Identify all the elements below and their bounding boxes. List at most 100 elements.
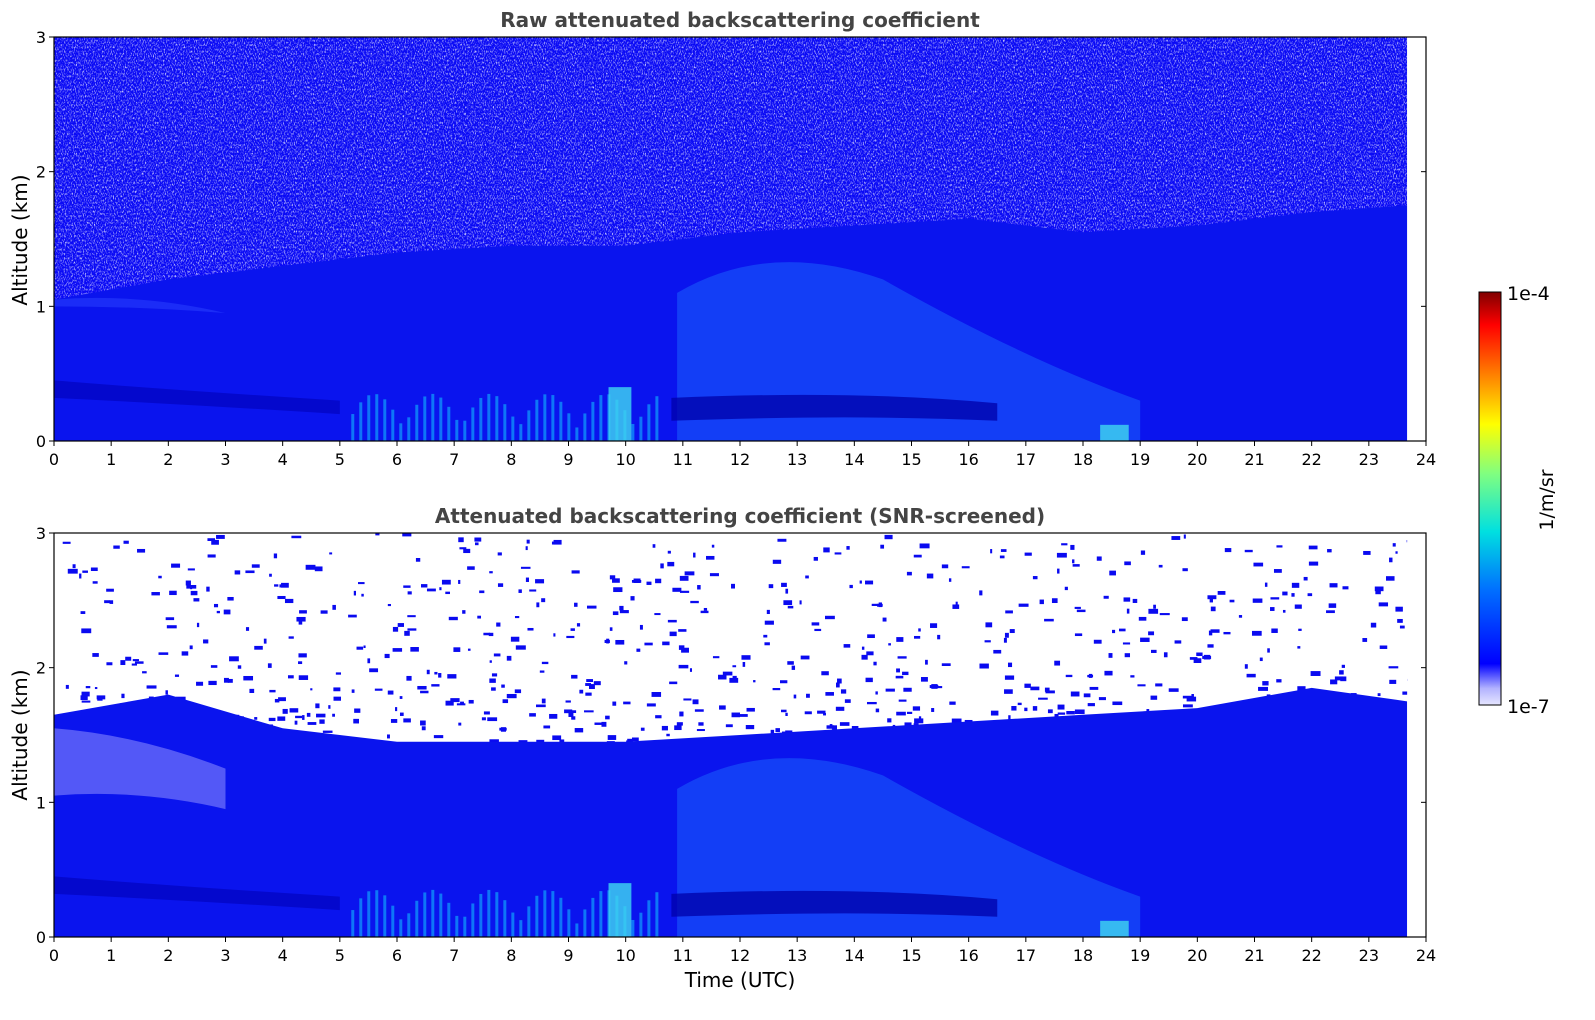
noise-speck	[113, 545, 120, 549]
noise-speck	[1397, 618, 1403, 623]
noise-speck	[1186, 696, 1197, 702]
noise-speck	[709, 573, 719, 577]
noise-speck	[1044, 687, 1050, 692]
noise-speck	[711, 544, 715, 548]
noise-speck	[1392, 543, 1396, 547]
noise-speck	[1203, 654, 1211, 660]
x-tick-label: 11	[673, 450, 693, 469]
noise-speck	[90, 567, 98, 572]
x-tick-label: 5	[335, 946, 345, 965]
noise-speck	[913, 554, 922, 558]
noise-speck	[669, 681, 678, 685]
noise-speck	[799, 600, 802, 605]
noise-speck	[867, 634, 875, 639]
surface-plume	[415, 404, 419, 441]
noise-speck	[1132, 598, 1138, 603]
x-tick-label: 10	[615, 946, 635, 965]
surface-plume	[351, 910, 355, 937]
noise-speck	[817, 710, 826, 714]
noise-speck	[1270, 607, 1275, 611]
noise-speck	[227, 596, 234, 601]
surface-plume	[383, 399, 387, 441]
noise-speck	[274, 698, 280, 703]
noise-speck	[985, 622, 993, 628]
noise-speck	[920, 677, 928, 682]
surface-plume	[527, 410, 531, 441]
noise-speck	[951, 718, 962, 723]
noise-speck	[491, 673, 498, 677]
noise-speck	[566, 635, 575, 639]
colorbar: 1e-4 1e-7 1/m/sr	[1478, 283, 1558, 718]
noise-speck	[369, 668, 379, 673]
noise-speck	[1259, 657, 1263, 662]
noise-speck	[1181, 617, 1188, 622]
noise-speck	[460, 701, 464, 705]
noise-speck	[805, 575, 809, 579]
noise-speck	[453, 647, 461, 652]
noise-speck	[489, 678, 496, 683]
noise-speck	[527, 627, 534, 631]
noise-speck	[1159, 613, 1170, 616]
noise-speck	[1395, 551, 1398, 554]
noise-speck	[407, 591, 412, 595]
noise-speck	[875, 691, 878, 695]
x-axis-label: Time (UTC)	[684, 968, 796, 992]
noise-speck	[316, 713, 326, 718]
surface-plume	[383, 895, 387, 937]
noise-speck	[1072, 559, 1075, 564]
noise-speck	[689, 668, 693, 672]
noise-speck	[462, 610, 466, 614]
noise-speck	[785, 588, 789, 594]
noise-speck	[866, 701, 877, 705]
noise-speck	[1282, 591, 1288, 596]
noise-speck	[941, 663, 951, 667]
noise-speck	[568, 712, 574, 717]
noise-speck	[208, 680, 217, 686]
noise-speck	[404, 630, 410, 636]
noise-speck	[1072, 564, 1080, 567]
noise-speck	[353, 718, 360, 724]
noise-speck	[1276, 545, 1283, 548]
noise-speck	[121, 693, 125, 699]
noise-speck	[65, 684, 69, 689]
noise-speck	[896, 711, 906, 716]
noise-speck	[211, 539, 219, 545]
y-tick-label: 3	[36, 524, 46, 543]
x-tick-label: 18	[1073, 946, 1093, 965]
noise-speck	[623, 701, 631, 705]
noise-speck	[541, 698, 546, 704]
noise-speck	[821, 671, 829, 676]
noise-speck	[1104, 670, 1113, 676]
noise-speck	[655, 715, 662, 719]
surface-plume	[639, 416, 643, 441]
noise-speck	[458, 537, 464, 543]
noise-speck	[1155, 683, 1163, 687]
noise-speck	[1087, 703, 1095, 707]
boundary-layer	[54, 687, 1408, 937]
noise-speck	[536, 704, 546, 708]
noise-speck	[426, 588, 436, 592]
noise-speck	[1103, 595, 1109, 599]
noise-speck	[97, 698, 103, 701]
x-tick-label: 6	[392, 946, 402, 965]
noise-speck	[1389, 557, 1393, 563]
noise-speck	[433, 735, 444, 739]
noise-speck	[514, 689, 522, 694]
surface-plume	[423, 396, 427, 441]
noise-speck	[679, 575, 689, 581]
noise-speck	[448, 616, 458, 621]
noise-speck	[1093, 639, 1102, 644]
noise-speck	[245, 627, 250, 631]
noise-speck	[302, 715, 305, 720]
noise-speck	[92, 581, 98, 584]
noise-speck	[865, 580, 874, 585]
noise-speck	[1388, 666, 1399, 669]
noise-speck	[1005, 610, 1013, 614]
noise-speck	[501, 684, 505, 688]
surface-plume	[535, 895, 539, 937]
surface-plume	[471, 903, 475, 937]
noise-speck	[1109, 570, 1116, 576]
noise-speck	[834, 552, 842, 555]
noise-speck	[1065, 674, 1073, 678]
noise-speck	[298, 661, 303, 665]
